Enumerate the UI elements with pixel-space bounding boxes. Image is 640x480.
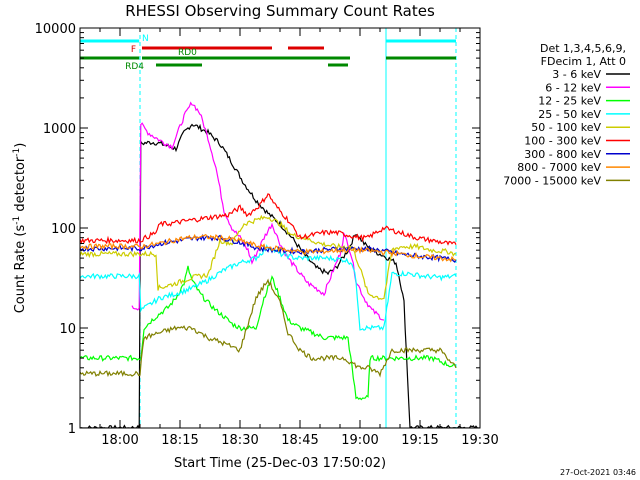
series-line-1 (131, 101, 385, 321)
y-axis-label-mid: detector (13, 156, 28, 216)
y-axis-label-end: ) (13, 143, 28, 148)
legend-entry-label-6: 300 - 800 keV (524, 148, 601, 161)
footer-date: 27-Oct-2021 03:46 (560, 468, 636, 477)
series-line-8 (80, 278, 457, 378)
x-tick-label-6: 19:30 (461, 433, 498, 448)
series-layer (80, 101, 480, 428)
legend-entry-label-2: 12 - 25 keV (538, 95, 601, 108)
status-bar-label-f: F (131, 45, 136, 55)
series-line-7 (80, 233, 456, 263)
x-tick-label-1: 18:15 (161, 433, 198, 448)
status-bar-label-rd4: RD4 (125, 62, 144, 72)
legend: Det 1,3,4,5,6,9, FDecim 1, Att 0 3 - 6 k… (503, 42, 630, 187)
series-line-2 (80, 265, 457, 401)
vertical-marker-layer (79, 28, 457, 428)
legend-entry-label-8: 7000 - 15000 keV (503, 174, 601, 187)
legend-entry-label-0: 3 - 6 keV (552, 68, 601, 81)
status-bar-label-rd0: RD0 (178, 48, 197, 58)
legend-entry-label-7: 800 - 7000 keV (517, 161, 601, 174)
legend-header-line-1: Det 1,3,4,5,6,9, (540, 42, 626, 55)
y-axis-label-main: Count Rate (s (13, 225, 28, 314)
y-tick-label-3: 1000 (43, 122, 76, 137)
x-tick-label-2: 18:30 (221, 433, 258, 448)
legend-header-line-2: FDecim 1, Att 0 (541, 55, 626, 68)
x-axis-label: Start Time (25-Dec-03 17:50:02) (174, 456, 386, 471)
y-tick-label-1: 10 (59, 322, 76, 337)
y-axis-label: Count Rate (s-1 detector-1) (12, 143, 28, 314)
y-tick-label-0: 1 (68, 422, 76, 437)
series-line-4 (80, 214, 457, 301)
status-bar-layer: NF RD0 RD4 (80, 34, 456, 72)
x-tick-label-0: 18:00 (101, 433, 138, 448)
y-tick-label-2: 100 (51, 222, 76, 237)
y-tick-label-4: 10000 (35, 22, 76, 37)
series-line-5 (80, 193, 457, 246)
y-axis-label-sup1: -1 (12, 216, 22, 225)
series-line-0 (80, 123, 480, 428)
status-bar-label-n: N (142, 34, 149, 44)
x-tick-label-5: 19:15 (401, 433, 438, 448)
legend-entry-label-4: 50 - 100 keV (531, 121, 601, 134)
y-axis: 1 10 100 1000 10000 (35, 22, 480, 437)
y-axis-label-sup2: -1 (12, 148, 22, 157)
chart-title: RHESSI Observing Summary Count Rates (125, 2, 435, 20)
legend-entry-label-3: 25 - 50 keV (538, 108, 601, 121)
x-tick-label-4: 19:00 (341, 433, 378, 448)
legend-entry-label-1: 6 - 12 keV (545, 81, 601, 94)
x-axis: 18:00 18:15 18:30 18:45 19:00 19:15 19:30 (99, 28, 499, 448)
x-tick-label-3: 18:45 (281, 433, 318, 448)
legend-entry-label-5: 100 - 300 keV (524, 135, 601, 148)
